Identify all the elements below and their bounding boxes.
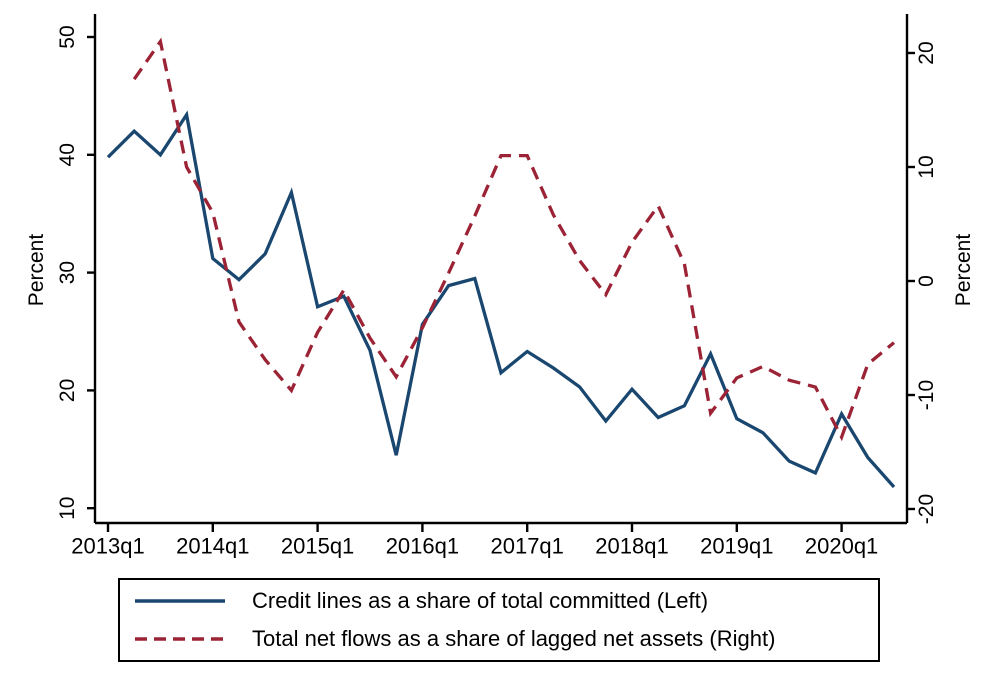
solid-line-sample	[135, 599, 225, 603]
series-line-1	[132, 37, 896, 442]
x-axis-tick-label: 2015q1	[281, 533, 354, 558]
right-axis-tick-label: -10	[915, 380, 938, 410]
right-axis-tick-label: 20	[915, 41, 938, 64]
x-axis-tick-label: 2013q1	[71, 533, 144, 558]
legend-label-net-flows: Total net flows as a share of lagged net…	[252, 626, 776, 651]
legend: Credit lines as a share of total committ…	[118, 578, 880, 662]
right-axis-title: Percent	[952, 234, 975, 307]
dashed-line-sample	[135, 637, 225, 641]
left-axis-tick-label: 30	[56, 261, 79, 284]
left-axis-tick-label: 50	[56, 25, 79, 48]
legend-row-credit-lines: Credit lines as a share of total committ…	[120, 582, 878, 620]
x-axis-tick-label: 2017q1	[490, 533, 563, 558]
legend-label-credit-lines: Credit lines as a share of total committ…	[252, 588, 709, 613]
left-axis-tick-label: 20	[56, 379, 79, 402]
x-axis-tick-label: 2014q1	[176, 533, 249, 558]
x-axis-tick-label: 2020q1	[805, 533, 878, 558]
legend-row-net-flows: Total net flows as a share of lagged net…	[120, 620, 878, 658]
right-axis-tick-label: -20	[915, 494, 938, 524]
right-axis-tick-label: 0	[915, 275, 938, 287]
left-axis-tick-label: 10	[56, 497, 79, 520]
x-axis-tick-label: 2016q1	[386, 533, 459, 558]
right-axis-tick-label: 10	[915, 155, 938, 178]
x-axis-tick-label: 2018q1	[595, 533, 668, 558]
x-axis-tick-label: 2019q1	[700, 533, 773, 558]
left-axis-tick-label: 40	[56, 143, 79, 166]
left-axis-title: Percent	[25, 234, 48, 307]
series-line-0	[106, 110, 896, 489]
